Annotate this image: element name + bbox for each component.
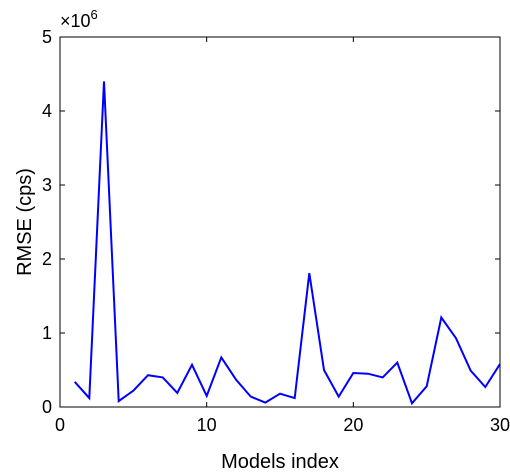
- plot-frame: [59, 36, 501, 408]
- y-tick-label: 4: [42, 101, 52, 121]
- x-tick-label: 10: [197, 415, 217, 435]
- series-layer: [73, 81, 501, 406]
- x-tick-label: 0: [55, 415, 65, 435]
- y-multiplier-base: ×10: [60, 11, 91, 31]
- series-line: [73, 81, 501, 406]
- y-tick-label: 5: [42, 27, 52, 47]
- x-tick-label: 20: [343, 415, 363, 435]
- y-tick-label: 1: [42, 323, 52, 343]
- y-multiplier-exponent: 6: [91, 7, 98, 22]
- y-tick-label: 0: [42, 397, 52, 417]
- y-axis-label: RMSE (cps): [14, 168, 36, 276]
- x-tick-label: 30: [490, 415, 510, 435]
- y-tick-label: 2: [42, 249, 52, 269]
- y-tick-label: 3: [42, 175, 52, 195]
- x-axis-label: Models index: [221, 451, 339, 472]
- y-axis-multiplier: ×106: [60, 7, 98, 31]
- ticks-layer: 0 10 20 30 0 1 2 3 4 5: [42, 27, 510, 435]
